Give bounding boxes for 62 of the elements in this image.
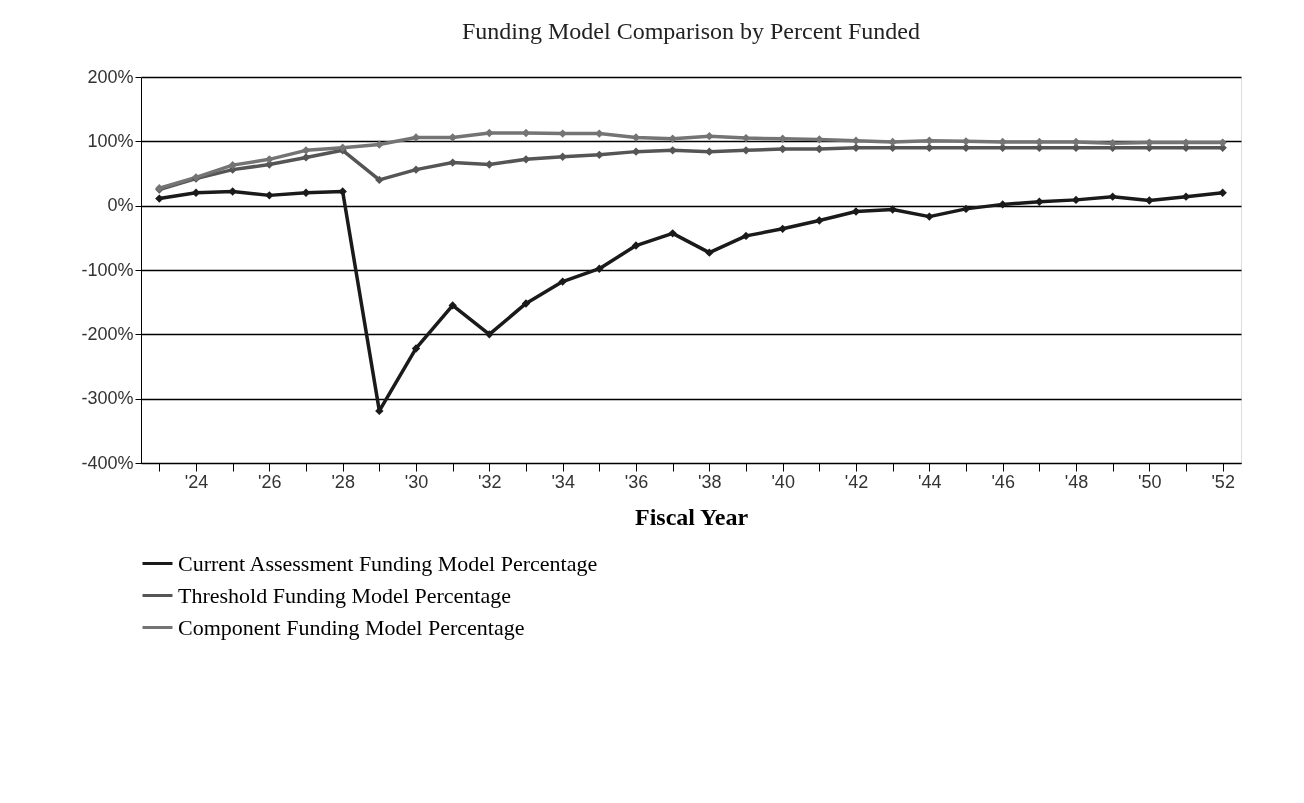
y-tick-label: -200% — [81, 323, 134, 344]
point — [375, 140, 384, 149]
point — [558, 277, 567, 286]
x-tick-label: '50 — [1138, 471, 1162, 492]
x-tick-label: '48 — [1064, 471, 1089, 492]
point — [558, 152, 567, 161]
point — [815, 144, 824, 154]
point — [741, 231, 751, 241]
y-tick-label: 100% — [87, 130, 134, 151]
point — [1108, 192, 1117, 201]
x-tick-label: '24 — [184, 471, 209, 492]
point — [888, 137, 897, 147]
y-tick-label: -400% — [81, 452, 134, 473]
point — [375, 175, 384, 185]
point — [778, 144, 787, 154]
x-tick-label: '46 — [991, 471, 1015, 492]
point — [778, 224, 787, 234]
point — [155, 194, 164, 203]
y-tick-label: -100% — [81, 259, 134, 280]
point — [265, 155, 274, 164]
legend-label: Threshold Funding Model Percentage — [178, 582, 511, 608]
x-tick-label: '44 — [918, 471, 942, 492]
legend-label: Current Assessment Funding Model Percentage — [178, 550, 598, 576]
chart-title: Funding Model Comparison by Percent Funded — [462, 18, 920, 44]
point — [595, 264, 604, 273]
point — [485, 160, 494, 169]
point — [301, 153, 311, 162]
y-tick-label: -300% — [81, 388, 134, 409]
point — [925, 212, 934, 221]
point — [595, 150, 604, 160]
x-tick-label: '42 — [844, 471, 869, 492]
x-tick-label: '30 — [404, 471, 429, 492]
x-tick-label: '28 — [331, 471, 355, 492]
point — [485, 330, 494, 339]
x-tick-label: '32 — [478, 471, 502, 492]
point — [411, 344, 421, 353]
point — [1145, 196, 1154, 205]
point — [705, 248, 714, 257]
point — [998, 137, 1007, 147]
point — [631, 241, 641, 250]
x-tick-label: '36 — [624, 471, 649, 492]
point — [411, 165, 421, 174]
y-tick-label: 200% — [87, 66, 134, 87]
point — [998, 200, 1007, 209]
x-tick-label: '40 — [771, 471, 795, 492]
point — [815, 216, 824, 225]
x-tick-label: '26 — [258, 471, 282, 492]
point — [1035, 197, 1044, 206]
point — [1218, 188, 1227, 197]
y-tick-label: 0% — [107, 195, 134, 216]
point — [265, 191, 274, 200]
point — [521, 299, 531, 308]
point — [448, 158, 457, 167]
point — [448, 301, 457, 310]
point — [228, 160, 237, 170]
x-axis-title: Fiscal Year — [634, 503, 749, 530]
x-tick-label: '38 — [698, 471, 722, 492]
point — [595, 129, 604, 138]
legend-label: Component Funding Model Percentage — [178, 614, 525, 640]
x-tick-label: '34 — [551, 471, 575, 492]
point — [668, 229, 677, 238]
x-tick-label: '52 — [1211, 471, 1235, 492]
